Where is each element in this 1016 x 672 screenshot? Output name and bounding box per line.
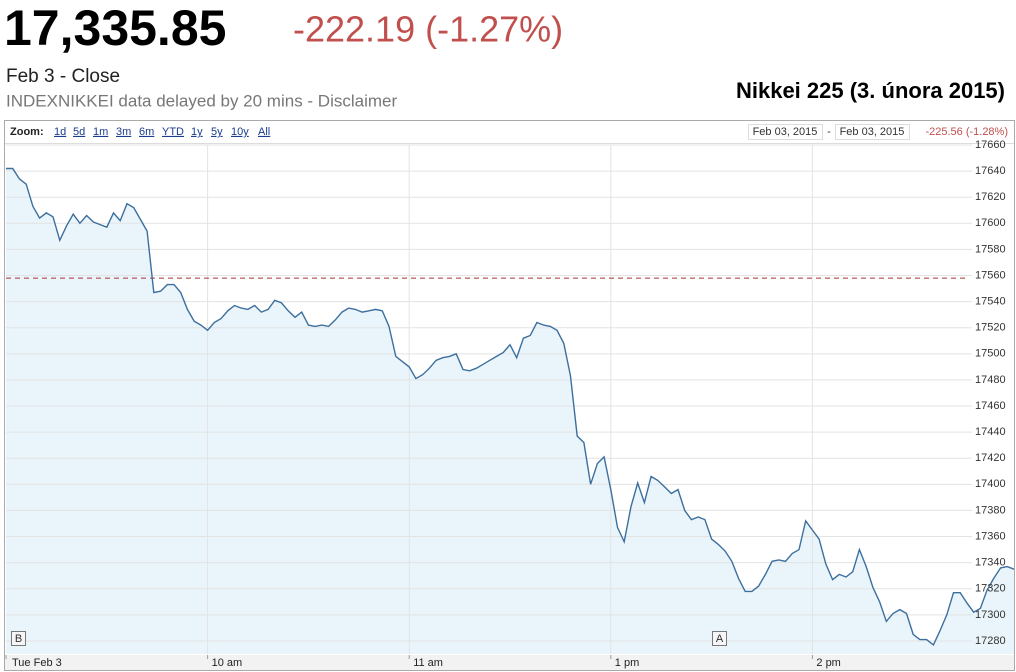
range-start-box (748, 124, 823, 140)
zoom-option[interactable]: 10y (231, 126, 249, 138)
y-tick-label: 17460 (975, 400, 1006, 412)
y-tick-label: 17420 (975, 452, 1006, 464)
y-tick-label: 17480 (975, 374, 1006, 386)
y-tick-label: 17340 (975, 557, 1006, 569)
price-line (6, 167, 1015, 646)
flag-label[interactable]: B (15, 633, 22, 645)
y-tick-label: 17400 (975, 478, 1006, 490)
disclaimer: INDEXNIKKEI data delayed by 20 mins - Di… (6, 91, 397, 110)
y-tick-label: 17520 (975, 322, 1006, 334)
y-tick-label: 17560 (975, 269, 1006, 281)
y-tick-label: 17320 (975, 583, 1006, 595)
x-tick-label: 2 pm (816, 657, 840, 669)
range-start: Feb 03, 2015 (753, 126, 818, 138)
close-label: Feb 3 - Close (6, 66, 120, 87)
y-tick-label: 17380 (975, 504, 1006, 516)
y-tick-label: 17660 (975, 139, 1006, 151)
range-separator: - (827, 126, 831, 138)
y-tick-label: 17620 (975, 191, 1006, 203)
price-change: -222.19 (-1.27%) (293, 9, 563, 50)
zoom-option[interactable]: 3m (116, 126, 131, 138)
zoom-option[interactable]: 5y (211, 126, 223, 138)
y-tick-label: 17280 (975, 635, 1006, 647)
x-tick-label: 10 am (212, 657, 243, 669)
y-tick-label: 17540 (975, 296, 1006, 308)
y-tick-label: 17300 (975, 609, 1006, 621)
x-tick-label: Tue Feb 3 (12, 657, 62, 669)
y-tick-label: 17360 (975, 530, 1006, 542)
range-end: Feb 03, 2015 (840, 126, 905, 138)
zoom-option[interactable]: 1y (191, 126, 203, 138)
x-axis-strip (5, 655, 1014, 670)
y-tick-label: 17580 (975, 243, 1006, 255)
price: 17,335.85 (4, 0, 226, 56)
y-tick-label: 17500 (975, 348, 1006, 360)
zoom-option[interactable]: 5d (73, 126, 85, 138)
zoom-label: Zoom: (10, 126, 44, 138)
zoom-option[interactable]: All (258, 126, 270, 138)
y-tick-label: 17440 (975, 426, 1006, 438)
zoom-option[interactable]: 1m (93, 126, 108, 138)
range-end-box (835, 124, 910, 140)
x-tick-label: 11 am (413, 657, 443, 669)
range-change: -225.56 (-1.28%) (925, 126, 1008, 138)
zoom-option[interactable]: YTD (162, 126, 184, 138)
flag-box[interactable] (712, 631, 727, 646)
caption: Nikkei 225 (3. února 2015) (736, 78, 1005, 103)
y-tick-label: 17600 (975, 217, 1006, 229)
y-tick-label: 17640 (975, 165, 1006, 177)
x-tick-label: 1 pm (615, 657, 639, 669)
zoom-option[interactable]: 1d (54, 126, 66, 138)
flag-box[interactable] (11, 631, 26, 646)
zoom-option[interactable]: 6m (139, 126, 154, 138)
area-fill (6, 168, 1014, 654)
flag-label[interactable]: A (716, 633, 724, 645)
